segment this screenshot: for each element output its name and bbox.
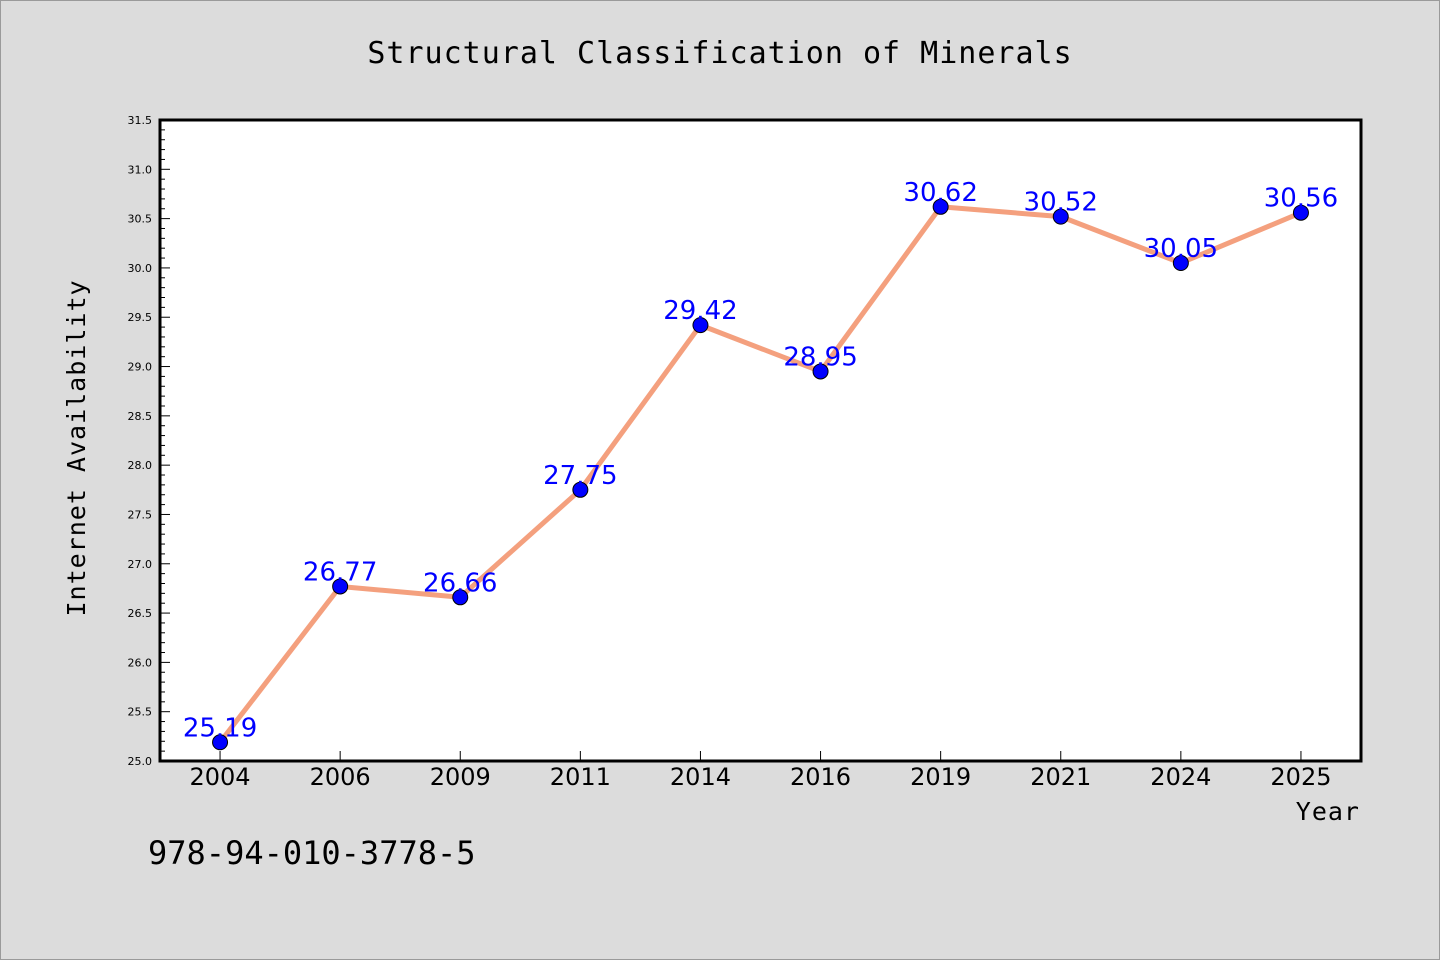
data-label: 25.19 <box>183 713 257 743</box>
x-tick-label: 2016 <box>790 763 851 791</box>
data-point-marker <box>1052 208 1069 225</box>
y-tick-label: 30.0 <box>128 262 153 275</box>
data-label: 30.62 <box>903 178 977 208</box>
y-tick-label: 27.5 <box>128 508 153 521</box>
y-axis: 25.0 25.5 26.0 26.5 27.0 27.5 28.0 28.5 29.0 29.5… <box>128 114 170 768</box>
y-tick-label: 25.0 <box>128 755 153 768</box>
x-tick-label: 2011 <box>550 763 611 791</box>
plot-area <box>158 118 1363 763</box>
y-tick-label: 31.5 <box>128 114 153 127</box>
data-point-marker <box>1292 204 1309 221</box>
series-markers <box>212 198 1309 751</box>
data-label: 29.42 <box>663 296 737 326</box>
data-label: 30.05 <box>1144 234 1218 264</box>
y-tick-label: 28.5 <box>128 410 153 423</box>
data-point-marker <box>932 198 949 215</box>
x-axis: 2004 2006 2009 2011 2014 2016 2019 2021 2024 2025 <box>190 751 1331 791</box>
y-tick-label: 31.0 <box>128 163 153 176</box>
data-point-marker <box>332 578 349 595</box>
data-point-marker <box>692 317 709 334</box>
x-tick-label: 2021 <box>1030 763 1091 791</box>
x-tick-label: 2019 <box>910 763 971 791</box>
x-axis-label: Year <box>1296 797 1360 826</box>
series-line <box>218 204 1302 744</box>
y-tick-label: 29.5 <box>128 311 153 324</box>
y-tick-label: 29.0 <box>128 361 153 374</box>
y-tick-label: 25.5 <box>128 706 153 719</box>
x-tick-label: 2006 <box>310 763 371 791</box>
isbn-text: 978-94-010-3778-5 <box>148 834 476 872</box>
data-point-marker <box>572 481 589 498</box>
y-tick-label: 30.5 <box>128 213 153 226</box>
data-point-marker <box>1172 254 1189 271</box>
data-label: 27.75 <box>543 461 617 491</box>
data-point-marker <box>452 589 469 606</box>
data-label: 30.52 <box>1024 188 1098 218</box>
y-tick-label: 28.0 <box>128 459 153 472</box>
data-point-marker <box>812 363 829 380</box>
x-tick-label: 2024 <box>1150 763 1211 791</box>
x-tick-label: 2009 <box>430 763 491 791</box>
data-point-marker <box>212 734 229 751</box>
y-tick-label: 26.0 <box>128 656 153 669</box>
x-tick-label: 2014 <box>670 763 731 791</box>
y-tick-label: 27.0 <box>128 558 153 571</box>
y-tick-label: 26.5 <box>128 607 153 620</box>
x-tick-label: 2025 <box>1270 763 1331 791</box>
data-label: 28.95 <box>783 342 857 372</box>
x-tick-label: 2004 <box>190 763 251 791</box>
data-label: 30.56 <box>1264 184 1338 214</box>
data-labels: 25.19 26.77 26.66 27.75 29.42 28.95 30.62 30.52… <box>183 178 1338 743</box>
data-label: 26.66 <box>423 568 497 598</box>
y-axis-label: Internet Availability <box>62 279 91 616</box>
chart-title: Structural Classification of Minerals <box>367 36 1072 71</box>
data-label: 26.77 <box>303 557 377 587</box>
